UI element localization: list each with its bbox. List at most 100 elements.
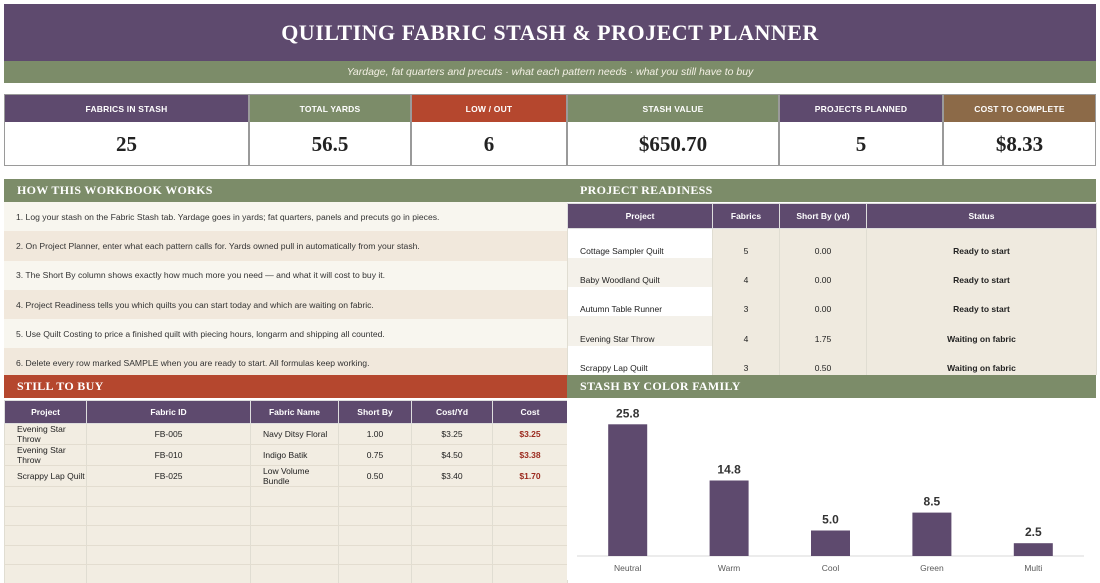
short-by-cell[interactable]: 0.00 <box>779 228 867 258</box>
cost-cell[interactable] <box>492 525 568 546</box>
cost-per-yard-cell[interactable] <box>411 506 493 526</box>
table-row[interactable]: Cottage Sampler Quilt 5 0.00 Ready to st… <box>567 228 1097 258</box>
cost-cell[interactable] <box>492 545 568 565</box>
short-by-cell[interactable] <box>338 545 412 565</box>
fabric-id-cell[interactable]: FB-005 <box>86 423 251 445</box>
cost-cell[interactable] <box>492 564 568 583</box>
project-cell[interactable] <box>4 525 87 546</box>
short-by-cell[interactable]: 1.75 <box>779 316 867 346</box>
bar-neutral[interactable] <box>608 424 648 556</box>
cost-cell[interactable] <box>492 506 568 526</box>
status-cell[interactable]: Waiting on fabric <box>866 316 1097 346</box>
fabric-id-cell[interactable] <box>86 525 251 546</box>
fabric-name-cell[interactable] <box>250 564 339 583</box>
table-row[interactable] <box>4 525 568 546</box>
short-by-cell[interactable]: 0.00 <box>779 287 867 317</box>
fabric-name-cell[interactable] <box>250 506 339 526</box>
fabric-id-cell[interactable] <box>86 545 251 565</box>
bar-multi[interactable] <box>1013 543 1053 556</box>
fabric-name-cell[interactable]: Indigo Batik <box>250 444 339 466</box>
status-cell[interactable]: Ready to start <box>866 228 1097 258</box>
table-row[interactable]: Autumn Table Runner 3 0.00 Ready to star… <box>567 287 1097 317</box>
how-step[interactable]: 3. The Short By column shows exactly how… <box>4 260 567 290</box>
how-step[interactable]: 4. Project Readiness tells you which qui… <box>4 289 567 320</box>
kpi-low-out[interactable]: LOW / OUT 6 <box>411 94 567 166</box>
column-header[interactable]: Cost <box>492 400 568 424</box>
bar-warm[interactable] <box>709 480 749 557</box>
cost-per-yard-cell[interactable]: $4.50 <box>411 444 493 466</box>
fabric-id-cell[interactable] <box>86 506 251 526</box>
project-cell[interactable]: Evening Star Throw <box>567 316 713 346</box>
column-header[interactable]: Cost/Yd <box>411 400 493 424</box>
kpi-stash-value[interactable]: STASH VALUE $650.70 <box>567 94 779 166</box>
how-step[interactable]: 5. Use Quilt Costing to price a finished… <box>4 319 567 349</box>
cost-per-yard-cell[interactable] <box>411 525 493 546</box>
cost-per-yard-cell[interactable]: $3.40 <box>411 465 493 487</box>
project-cell[interactable] <box>4 486 87 507</box>
table-row[interactable]: Baby Woodland Quilt 4 0.00 Ready to star… <box>567 257 1097 288</box>
short-by-cell[interactable] <box>338 564 412 583</box>
project-cell[interactable]: Scrappy Lap Quilt <box>567 345 713 375</box>
cost-cell[interactable]: $1.70 <box>492 465 568 487</box>
column-header[interactable]: Status <box>866 203 1097 229</box>
project-cell[interactable] <box>4 545 87 565</box>
status-cell[interactable]: Ready to start <box>866 257 1097 288</box>
short-by-cell[interactable] <box>338 506 412 526</box>
status-cell[interactable]: Ready to start <box>866 287 1097 317</box>
project-cell[interactable]: Scrappy Lap Quilt <box>4 465 87 487</box>
column-header[interactable]: Fabrics <box>712 203 780 229</box>
short-by-cell[interactable]: 0.75 <box>338 444 412 466</box>
fabric-id-cell[interactable]: FB-010 <box>86 444 251 466</box>
cost-per-yard-cell[interactable] <box>411 486 493 507</box>
table-row[interactable] <box>4 564 568 583</box>
fabrics-cell[interactable]: 5 <box>712 228 780 258</box>
cost-per-yard-cell[interactable]: $3.25 <box>411 423 493 445</box>
table-row[interactable] <box>4 545 568 565</box>
short-by-cell[interactable] <box>338 486 412 507</box>
column-header[interactable]: Short By <box>338 400 412 424</box>
short-by-cell[interactable] <box>338 525 412 546</box>
fabric-name-cell[interactable] <box>250 486 339 507</box>
short-by-cell[interactable]: 0.50 <box>779 345 867 375</box>
fabrics-cell[interactable]: 3 <box>712 287 780 317</box>
bar-cool[interactable] <box>811 530 850 557</box>
table-row[interactable]: Scrappy Lap Quilt 3 0.50 Waiting on fabr… <box>567 345 1097 375</box>
fabric-name-cell[interactable] <box>250 525 339 546</box>
table-row[interactable] <box>4 486 568 507</box>
table-row[interactable]: Evening Star Throw 4 1.75 Waiting on fab… <box>567 316 1097 346</box>
project-cell[interactable] <box>4 506 87 526</box>
project-cell[interactable]: Evening Star Throw <box>4 423 87 445</box>
column-header[interactable]: Fabric Name <box>250 400 339 424</box>
fabrics-cell[interactable]: 4 <box>712 316 780 346</box>
fabric-name-cell[interactable]: Low Volume Bundle <box>250 465 339 487</box>
column-header[interactable]: Fabric ID <box>86 400 251 424</box>
status-cell[interactable]: Waiting on fabric <box>866 345 1097 375</box>
cost-per-yard-cell[interactable] <box>411 545 493 565</box>
project-cell[interactable]: Cottage Sampler Quilt <box>567 228 713 258</box>
how-step[interactable]: 1. Log your stash on the Fabric Stash ta… <box>4 202 567 232</box>
project-cell[interactable]: Baby Woodland Quilt <box>567 257 713 288</box>
kpi-projects-planned[interactable]: PROJECTS PLANNED 5 <box>779 94 943 166</box>
cost-cell[interactable]: $3.38 <box>492 444 568 466</box>
cost-cell[interactable]: $3.25 <box>492 423 568 445</box>
fabrics-cell[interactable]: 3 <box>712 345 780 375</box>
short-by-cell[interactable]: 0.00 <box>779 257 867 288</box>
cost-per-yard-cell[interactable] <box>411 564 493 583</box>
table-row[interactable]: Evening Star Throw FB-005 Navy Ditsy Flora… <box>4 423 568 445</box>
kpi-total-yards[interactable]: TOTAL YARDS 56.5 <box>249 94 411 166</box>
how-step[interactable]: 6. Delete every row marked SAMPLE when y… <box>4 348 567 378</box>
short-by-cell[interactable]: 1.00 <box>338 423 412 445</box>
how-step[interactable]: 2. On Project Planner, enter what each p… <box>4 231 567 261</box>
table-row[interactable]: Evening Star Throw FB-010 Indigo Batik 0.75… <box>4 444 568 466</box>
fabric-id-cell[interactable] <box>86 486 251 507</box>
fabric-id-cell[interactable]: FB-025 <box>86 465 251 487</box>
bar-green[interactable] <box>912 512 952 556</box>
fabric-name-cell[interactable] <box>250 545 339 565</box>
fabric-id-cell[interactable] <box>86 564 251 583</box>
kpi-fabrics-in-stash[interactable]: FABRICS IN STASH 25 <box>4 94 249 166</box>
project-cell[interactable]: Evening Star Throw <box>4 444 87 466</box>
table-row[interactable]: Scrappy Lap Quilt FB-025 Low Volume Bundle… <box>4 465 568 487</box>
table-row[interactable] <box>4 506 568 526</box>
short-by-cell[interactable]: 0.50 <box>338 465 412 487</box>
cost-cell[interactable] <box>492 486 568 507</box>
